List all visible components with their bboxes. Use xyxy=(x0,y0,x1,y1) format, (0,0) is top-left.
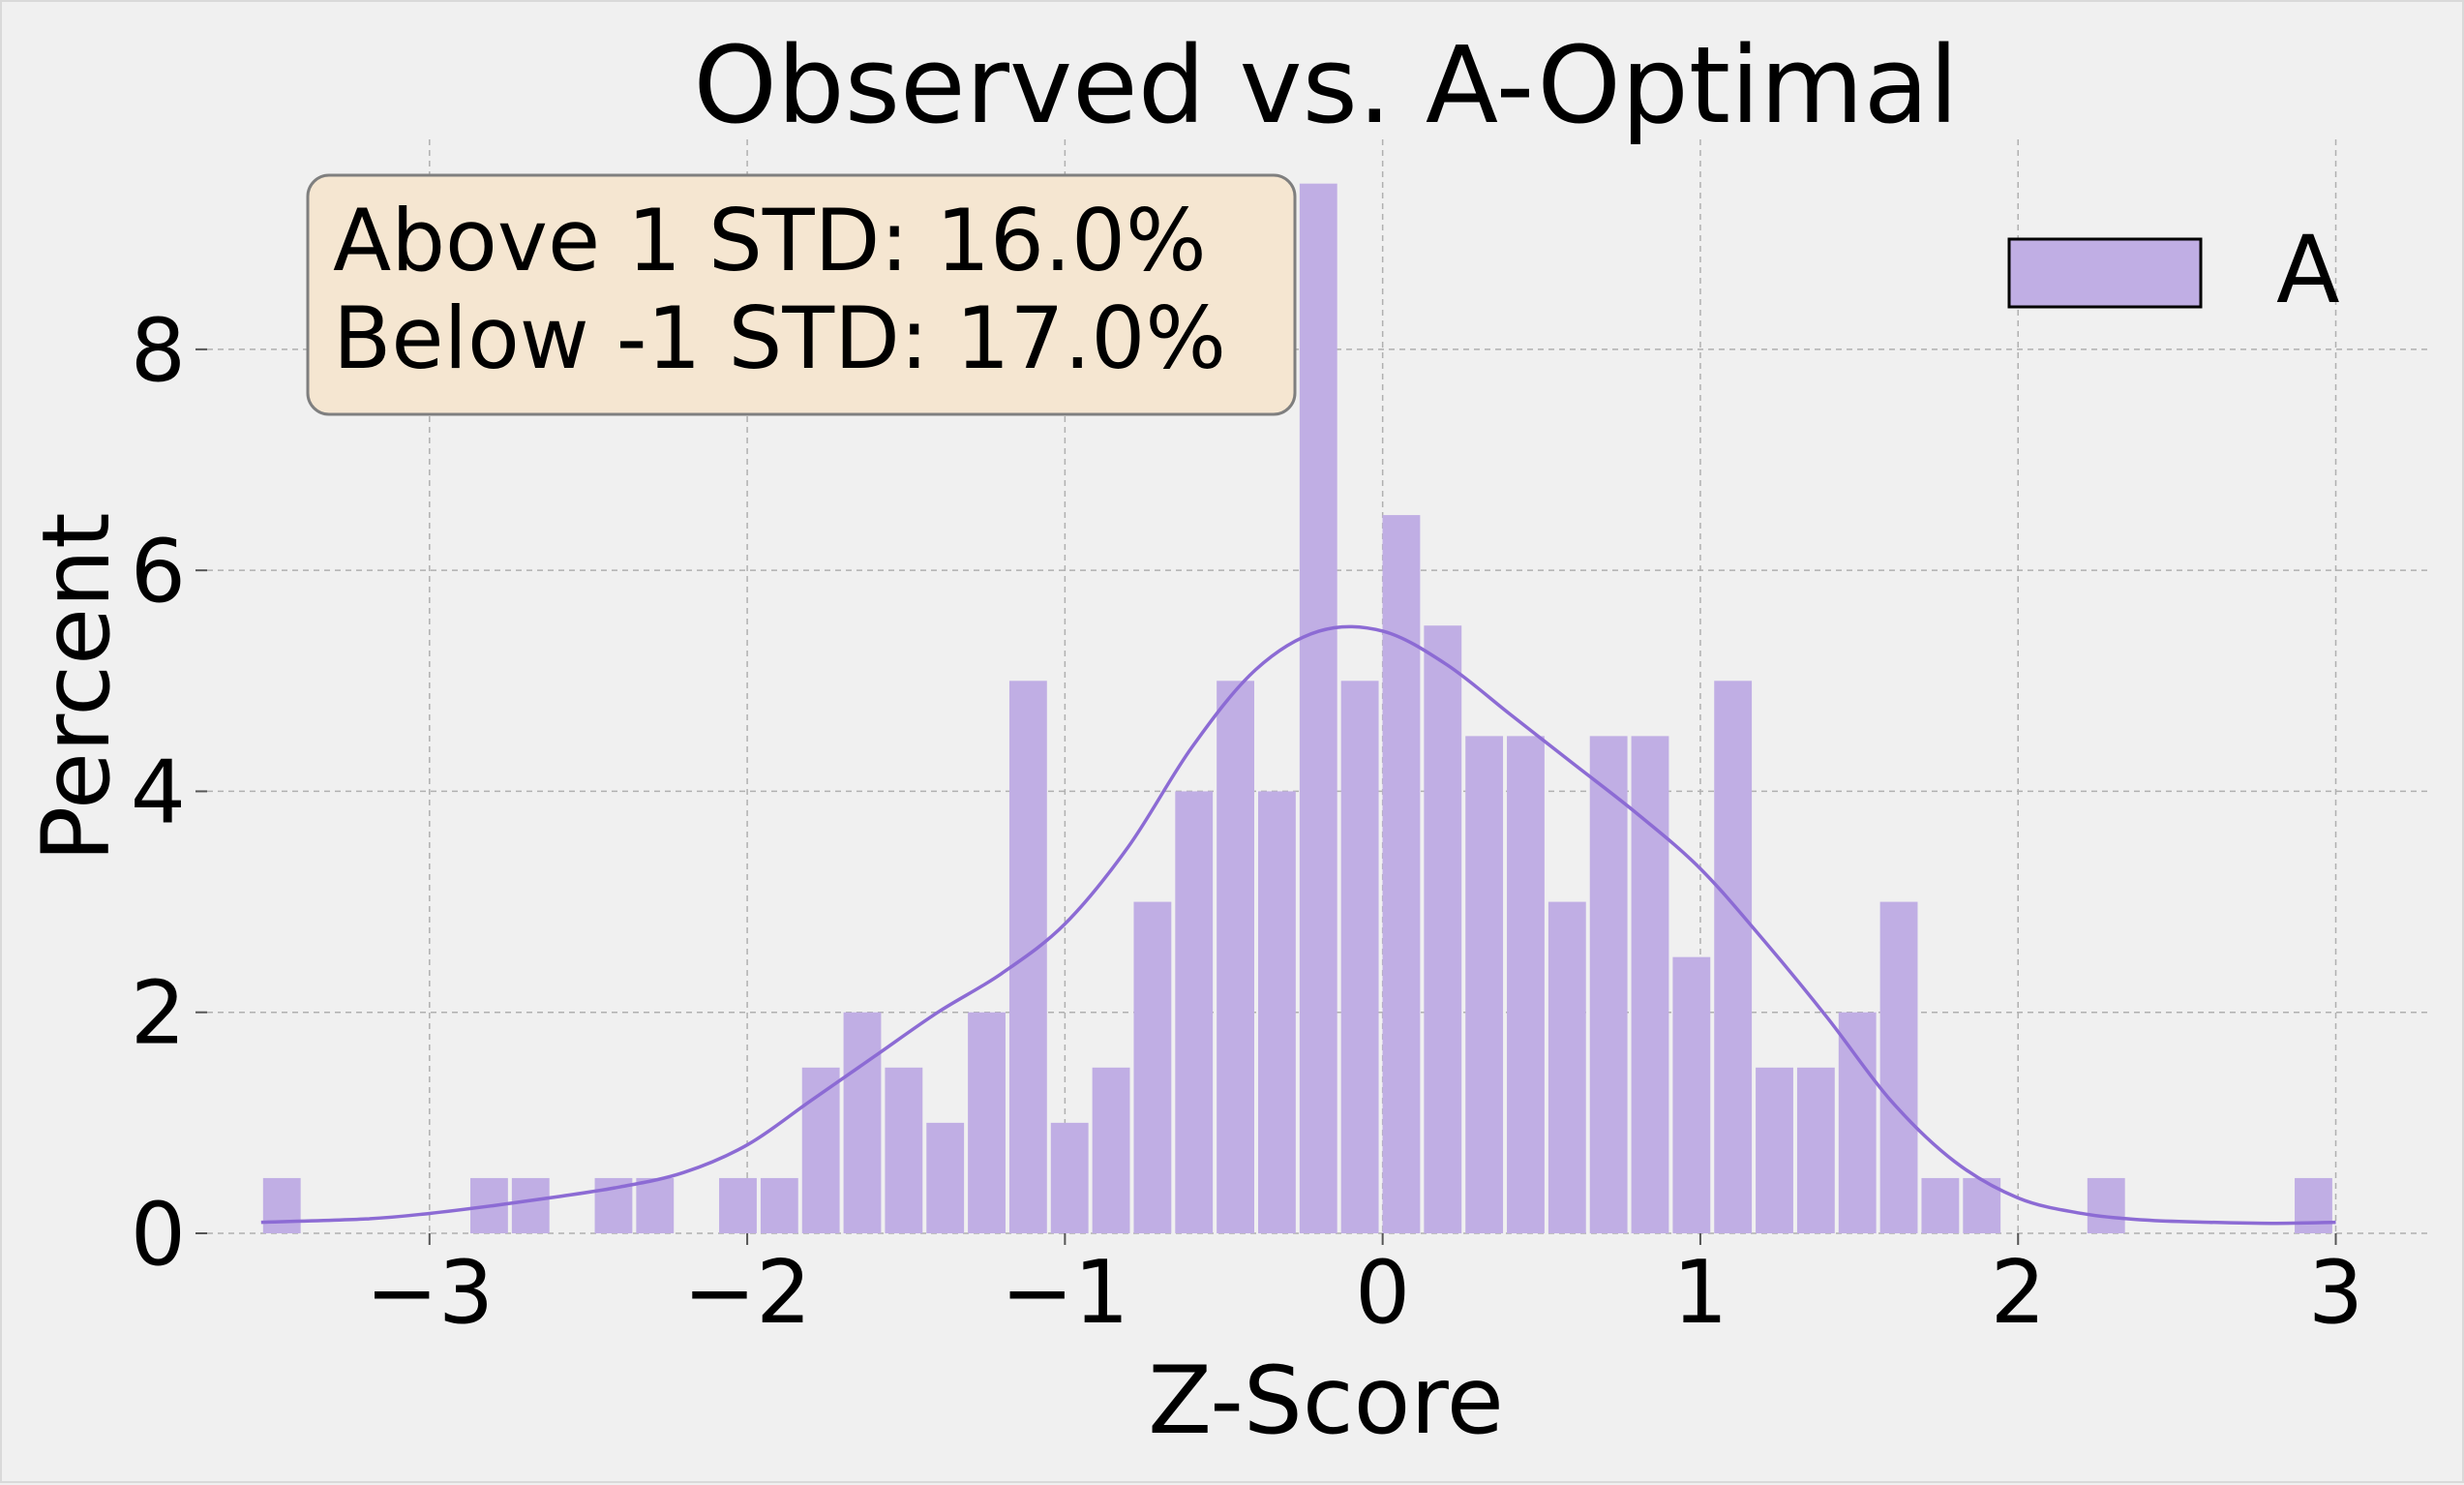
histogram-bar xyxy=(1092,1067,1130,1233)
histogram-bar xyxy=(926,1122,965,1233)
x-tick-label: 2 xyxy=(1991,1242,2046,1344)
chart-title: Observed vs. A-Optimal xyxy=(693,23,1958,147)
y-axis-label: Percent xyxy=(22,512,131,862)
histogram-bar xyxy=(1382,515,1421,1233)
histogram-bar xyxy=(760,1177,798,1233)
histogram-bar xyxy=(1424,625,1462,1233)
x-tick-label: 1 xyxy=(1672,1242,1728,1344)
histogram-bar xyxy=(1050,1122,1089,1233)
histogram-bar xyxy=(1714,681,1753,1233)
histogram-bar xyxy=(1465,736,1504,1233)
histogram-bar xyxy=(262,1177,301,1233)
y-tick-label: 8 xyxy=(131,300,186,402)
y-tick-label: 6 xyxy=(131,521,186,622)
histogram-bar xyxy=(1631,736,1669,1233)
annotation-background xyxy=(306,173,1297,416)
histogram-bar xyxy=(843,1012,882,1233)
kde-curve xyxy=(260,624,2336,1226)
histogram-bar xyxy=(1133,901,1172,1233)
annotation-line-below: Below -1 STD: 17.0% xyxy=(333,288,1226,388)
x-tick-label: −1 xyxy=(1001,1242,1129,1344)
legend: A xyxy=(2007,216,2340,324)
x-tick-label: 3 xyxy=(2308,1242,2363,1344)
histogram-bar xyxy=(1340,681,1379,1233)
histogram-bar xyxy=(1257,791,1296,1233)
histogram-bar xyxy=(636,1177,675,1233)
histogram-bar xyxy=(1299,183,1337,1233)
x-axis-label: Z-Score xyxy=(1148,1347,1504,1455)
histogram-bar xyxy=(1838,1012,1877,1233)
x-tick-label: −3 xyxy=(365,1242,494,1344)
x-tick-label: −2 xyxy=(683,1242,812,1344)
legend-swatch xyxy=(2007,237,2203,309)
histogram-bar xyxy=(1507,736,1545,1233)
histogram-bar xyxy=(1589,736,1628,1233)
annotation-line-above: Above 1 STD: 16.0% xyxy=(333,191,1207,290)
histogram-bar xyxy=(1796,1067,1835,1233)
y-tick-label: 2 xyxy=(131,963,186,1065)
histogram-bar xyxy=(1879,901,1918,1233)
histogram-bar xyxy=(1921,1177,1960,1233)
histogram-bar xyxy=(2295,1177,2332,1233)
histogram-bar xyxy=(1672,956,1711,1233)
y-tick-label: 4 xyxy=(131,742,186,843)
y-tick-label: 0 xyxy=(131,1184,186,1286)
histogram-bar xyxy=(885,1067,923,1233)
annotation-box: Above 1 STD: 16.0% Below -1 STD: 17.0% xyxy=(306,173,1297,416)
legend-label: A xyxy=(2276,216,2340,324)
histogram-bar xyxy=(1217,681,1254,1233)
x-tick-label: 0 xyxy=(1355,1242,1410,1344)
axis-ticks: −3 −2 −1 0 1 2 3 0 2 4 6 8 xyxy=(131,300,2363,1344)
histogram-bar xyxy=(1175,791,1214,1233)
histogram-bars xyxy=(262,183,2332,1233)
histogram-bar xyxy=(1756,1067,1793,1233)
histogram-bar xyxy=(968,1012,1006,1233)
histogram-bar xyxy=(1548,901,1586,1233)
histogram-bar xyxy=(719,1177,757,1233)
histogram-bar xyxy=(511,1177,550,1233)
histogram-bar xyxy=(2087,1177,2125,1233)
histogram-bar xyxy=(1008,681,1047,1233)
